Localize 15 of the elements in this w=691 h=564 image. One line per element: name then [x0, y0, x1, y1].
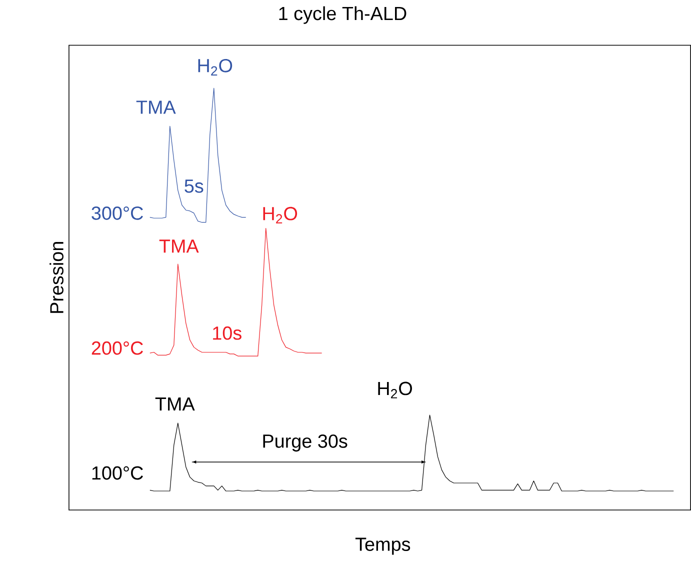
series-label: 200°C — [92, 341, 143, 355]
annotation: Purge 30s — [263, 434, 348, 452]
text: H$_{2}$O — [198, 58, 232, 76]
y-axis-title: Pression — [50, 242, 64, 313]
annotation: TMA — [159, 240, 199, 253]
annotation: H$_{2}$O — [378, 382, 412, 398]
x-axis-title: Temps — [355, 538, 410, 555]
annotation: 10s — [213, 326, 242, 340]
annotation: TMA — [136, 100, 176, 114]
series-label: 300°C — [92, 206, 143, 220]
chart-title: 1 cycle Th-ALD — [279, 6, 406, 24]
annotation: H$_{2}$O — [263, 206, 298, 224]
annotation: TMA — [155, 398, 195, 411]
series-label: 100°C — [92, 466, 143, 480]
annotation: 5s — [184, 180, 204, 193]
